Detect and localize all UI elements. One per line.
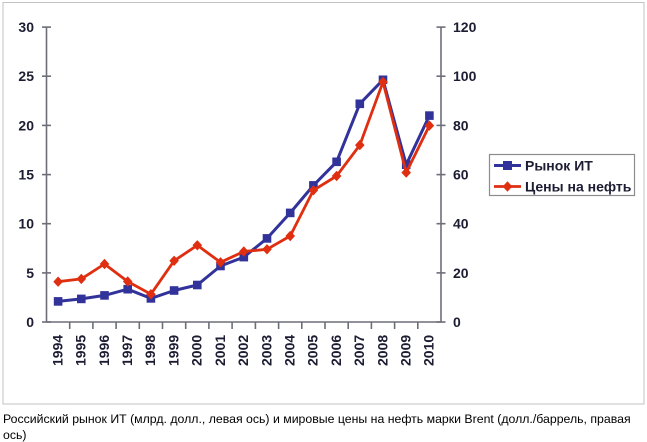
svg-text:20: 20 (453, 265, 469, 281)
svg-text:20: 20 (18, 117, 34, 133)
svg-text:2000: 2000 (189, 335, 205, 366)
svg-text:2004: 2004 (282, 335, 298, 366)
svg-text:2010: 2010 (421, 335, 437, 366)
svg-text:2006: 2006 (328, 335, 344, 366)
svg-text:2008: 2008 (374, 335, 390, 366)
svg-text:Рынок ИТ: Рынок ИТ (525, 158, 593, 174)
svg-text:1997: 1997 (119, 335, 135, 366)
svg-text:1999: 1999 (165, 335, 181, 366)
svg-text:0: 0 (26, 314, 34, 330)
svg-text:15: 15 (18, 167, 34, 183)
svg-text:0: 0 (453, 314, 461, 330)
svg-text:40: 40 (453, 216, 469, 232)
svg-text:30: 30 (18, 19, 34, 35)
svg-text:10: 10 (18, 216, 34, 232)
svg-text:60: 60 (453, 167, 469, 183)
svg-text:1995: 1995 (73, 335, 89, 366)
svg-text:5: 5 (26, 265, 34, 281)
svg-text:2007: 2007 (351, 335, 367, 366)
svg-text:2002: 2002 (235, 335, 251, 366)
svg-text:2003: 2003 (258, 335, 274, 366)
svg-text:Цены на нефть: Цены на нефть (525, 179, 632, 195)
svg-text:2001: 2001 (212, 335, 228, 366)
svg-text:1994: 1994 (49, 335, 65, 366)
svg-text:2009: 2009 (398, 335, 414, 366)
svg-text:2005: 2005 (305, 335, 321, 366)
svg-text:1998: 1998 (142, 335, 158, 366)
svg-text:25: 25 (18, 68, 34, 84)
svg-text:80: 80 (453, 117, 469, 133)
svg-text:100: 100 (453, 68, 477, 84)
svg-text:1996: 1996 (96, 335, 112, 366)
svg-text:120: 120 (453, 19, 477, 35)
